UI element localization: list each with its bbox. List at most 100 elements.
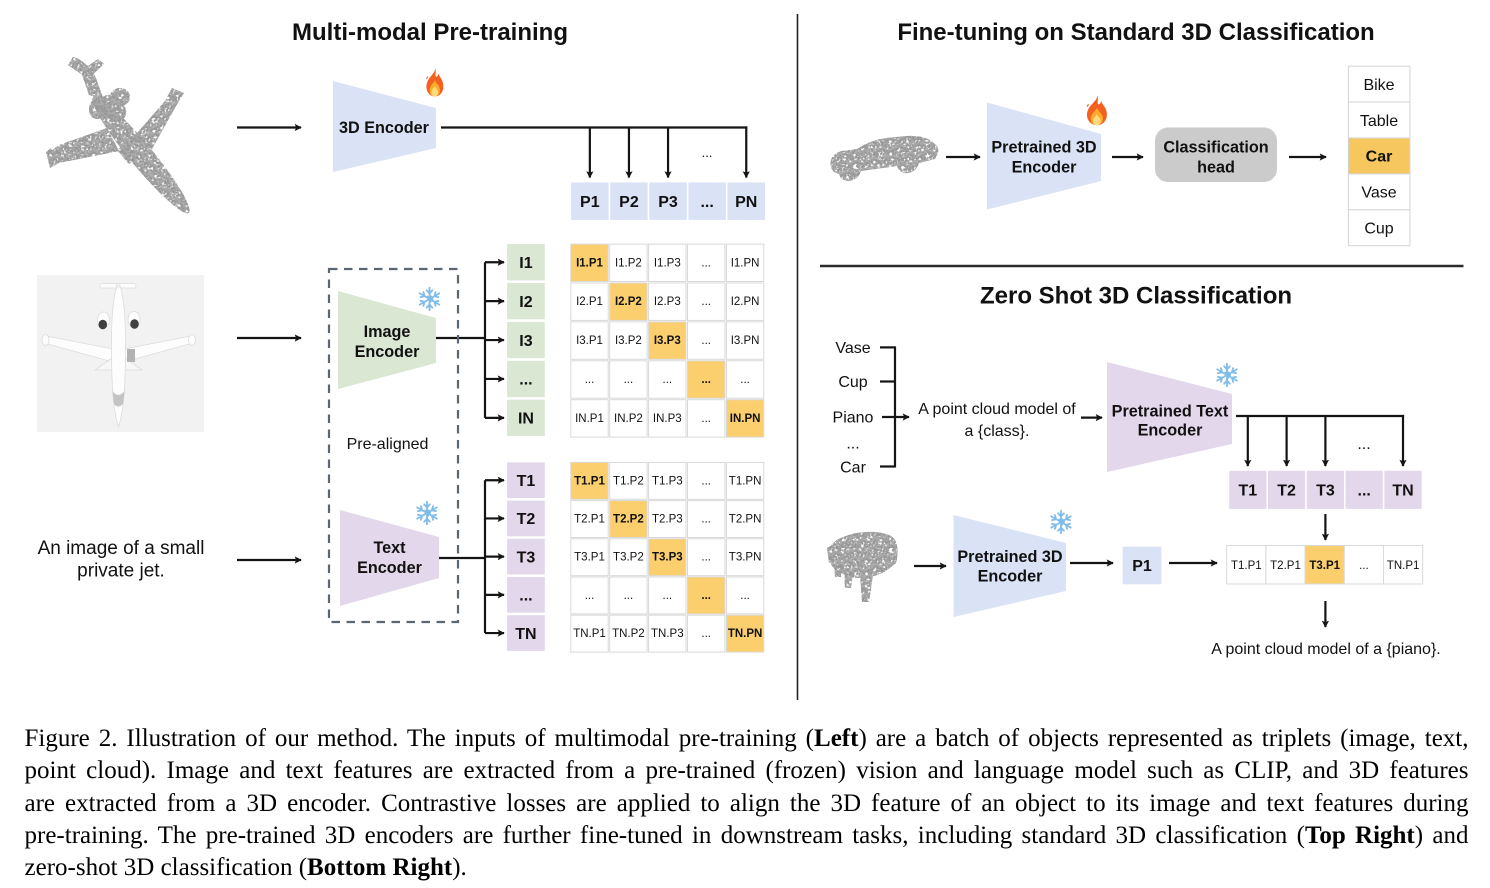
svg-text:T2.P3: T2.P3: [652, 513, 683, 525]
svg-text:Text: Text: [373, 539, 406, 557]
svg-text:T1.P3: T1.P3: [652, 475, 683, 487]
svg-text:I3.P2: I3.P2: [615, 335, 642, 347]
svg-text:TN.P1: TN.P1: [1387, 560, 1420, 572]
svg-text:...: ...: [701, 335, 711, 347]
svg-text:Image: Image: [364, 323, 411, 341]
svg-text:T1: T1: [1238, 483, 1257, 500]
svg-text:...: ...: [1359, 560, 1369, 572]
svg-text:a {class}.: a {class}.: [965, 423, 1030, 440]
svg-text:...: ...: [701, 552, 711, 564]
svg-text:I1.P1: I1.P1: [576, 257, 603, 269]
svg-text:...: ...: [700, 194, 713, 211]
svg-text:Car: Car: [1366, 149, 1393, 166]
svg-text:I2.PN: I2.PN: [731, 296, 760, 308]
svg-text:I1.P3: I1.P3: [654, 257, 681, 269]
svg-text:T1.P1: T1.P1: [574, 475, 605, 487]
svg-text:Encoder: Encoder: [355, 343, 420, 361]
svg-text:I1.PN: I1.PN: [731, 257, 760, 269]
svg-text:T2: T2: [517, 511, 536, 528]
svg-text:T3.P2: T3.P2: [613, 552, 644, 564]
svg-text:TN.P2: TN.P2: [612, 628, 645, 640]
svg-text:Cup: Cup: [1364, 221, 1393, 238]
svg-text:T3: T3: [517, 549, 536, 566]
svg-text:Fine-tuning on Standard 3D Cla: Fine-tuning on Standard 3D Classificatio…: [897, 19, 1374, 46]
svg-text:Piano: Piano: [833, 410, 874, 427]
svg-text:Pre-aligned: Pre-aligned: [347, 436, 429, 453]
svg-text:Car: Car: [840, 460, 866, 477]
svg-text:...: ...: [701, 628, 711, 640]
svg-text:Pretrained 3D: Pretrained 3D: [991, 139, 1097, 157]
svg-text:T2.P1: T2.P1: [1270, 560, 1301, 572]
svg-text:IN.P3: IN.P3: [653, 413, 682, 425]
svg-text:I1.P2: I1.P2: [615, 257, 642, 269]
svg-text:TN: TN: [1392, 483, 1413, 500]
svg-text:Encoder: Encoder: [357, 559, 422, 577]
svg-text:Cup: Cup: [838, 374, 867, 391]
svg-text:T3.P1: T3.P1: [1309, 560, 1340, 572]
svg-text:T1.P2: T1.P2: [613, 475, 644, 487]
svg-text:...: ...: [846, 436, 859, 453]
svg-text:Classification: Classification: [1163, 139, 1268, 157]
svg-text:I1: I1: [519, 255, 532, 272]
svg-text:IN: IN: [518, 411, 534, 428]
svg-text:TN: TN: [515, 626, 536, 643]
svg-text:...: ...: [519, 588, 532, 605]
svg-text:...: ...: [740, 374, 750, 386]
svg-text:Encoder: Encoder: [1012, 159, 1077, 177]
svg-text:IN.P2: IN.P2: [614, 413, 643, 425]
svg-text:...: ...: [1358, 483, 1371, 500]
svg-text:Table: Table: [1360, 113, 1398, 130]
svg-text:T2.P2: T2.P2: [613, 513, 644, 525]
svg-text:P1: P1: [580, 194, 600, 211]
svg-text:T1.PN: T1.PN: [729, 475, 762, 487]
svg-text:P1: P1: [1132, 558, 1152, 575]
svg-text:...: ...: [701, 475, 711, 487]
svg-text:T3: T3: [1316, 483, 1335, 500]
svg-text:A point cloud model of a {pian: A point cloud model of a {piano}.: [1211, 641, 1441, 658]
svg-text:...: ...: [663, 374, 673, 386]
svg-text:...: ...: [701, 413, 711, 425]
svg-text:I2.P3: I2.P3: [654, 296, 681, 308]
svg-text:private jet.: private jet.: [77, 560, 165, 581]
svg-text:I3.P3: I3.P3: [654, 335, 681, 347]
svg-text:...: ...: [1357, 436, 1370, 453]
svg-text:T2.PN: T2.PN: [729, 513, 762, 525]
svg-text:...: ...: [702, 145, 713, 160]
svg-text:I3.P1: I3.P1: [576, 335, 603, 347]
svg-text:Pretrained 3D: Pretrained 3D: [957, 548, 1063, 566]
svg-text:...: ...: [701, 257, 711, 269]
svg-text:...: ...: [701, 374, 711, 386]
svg-text:TN.P1: TN.P1: [573, 628, 606, 640]
svg-text:Encoder: Encoder: [1138, 422, 1203, 440]
svg-text:A point cloud model of: A point cloud model of: [918, 401, 1076, 418]
svg-text:T2: T2: [1277, 483, 1296, 500]
svg-text:TN.P3: TN.P3: [651, 628, 684, 640]
svg-text:...: ...: [624, 374, 634, 386]
svg-text:Multi-modal Pre-training: Multi-modal Pre-training: [292, 19, 568, 46]
svg-text:T1: T1: [517, 473, 536, 490]
svg-text:P3: P3: [658, 194, 678, 211]
svg-text:3D Encoder: 3D Encoder: [339, 119, 430, 137]
svg-text:...: ...: [740, 590, 750, 602]
svg-text:Encoder: Encoder: [978, 568, 1043, 586]
svg-text:IN.P1: IN.P1: [575, 413, 604, 425]
svg-text:I2.P2: I2.P2: [615, 296, 642, 308]
svg-text:Bike: Bike: [1363, 77, 1394, 94]
svg-text:head: head: [1197, 159, 1235, 177]
svg-text:T3.P3: T3.P3: [652, 552, 683, 564]
svg-text:...: ...: [585, 590, 595, 602]
svg-text:...: ...: [701, 590, 711, 602]
svg-text:I2: I2: [519, 294, 532, 311]
svg-text:T3.P1: T3.P1: [574, 552, 605, 564]
svg-text:TN.PN: TN.PN: [728, 628, 763, 640]
svg-text:...: ...: [585, 374, 595, 386]
svg-text:IN.PN: IN.PN: [730, 413, 761, 425]
svg-text:Vase: Vase: [835, 340, 870, 357]
svg-text:...: ...: [624, 590, 634, 602]
svg-text:Vase: Vase: [1361, 185, 1396, 202]
svg-text:T1.P1: T1.P1: [1231, 560, 1262, 572]
svg-text:I3: I3: [519, 333, 532, 350]
svg-text:T3.PN: T3.PN: [729, 552, 762, 564]
svg-text:I3.PN: I3.PN: [731, 335, 760, 347]
svg-text:An image of a small: An image of a small: [38, 538, 205, 559]
